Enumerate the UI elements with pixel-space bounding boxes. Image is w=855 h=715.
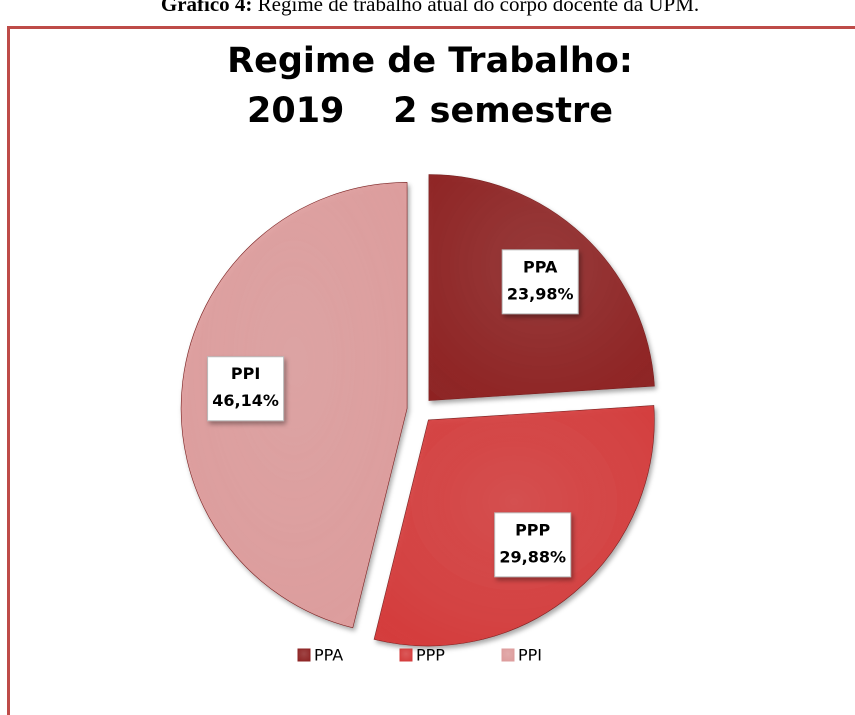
data-label-name: PPA (523, 257, 558, 276)
chart-frame (7, 26, 855, 715)
legend-swatch (399, 648, 413, 662)
caption-label: Gráfico 4: (161, 0, 253, 16)
data-label-value: 46,14% (212, 391, 279, 410)
chart-title: 2019 2 semestre (247, 91, 613, 131)
data-label-box (501, 249, 579, 315)
data-label-box (207, 356, 285, 422)
caption-text: Regime de trabalho atual do corpo docent… (258, 0, 699, 16)
data-label-value: 23,98% (507, 284, 574, 303)
data-label-name: PPP (515, 520, 550, 539)
legend-label: PPI (518, 646, 542, 665)
legend-swatch (297, 648, 311, 662)
legend-label: PPP (416, 646, 445, 665)
caption: Gráfico 4: Regime de trabalho atual do c… (161, 0, 699, 16)
legend-label: PPA (314, 646, 343, 665)
data-label-box (494, 512, 572, 578)
pie-slice (180, 182, 408, 629)
legend-swatch (501, 648, 515, 662)
chart-title: Regime de Trabalho: (227, 41, 633, 81)
data-label-value: 29,88% (499, 547, 566, 566)
data-label-name: PPI (231, 364, 260, 383)
